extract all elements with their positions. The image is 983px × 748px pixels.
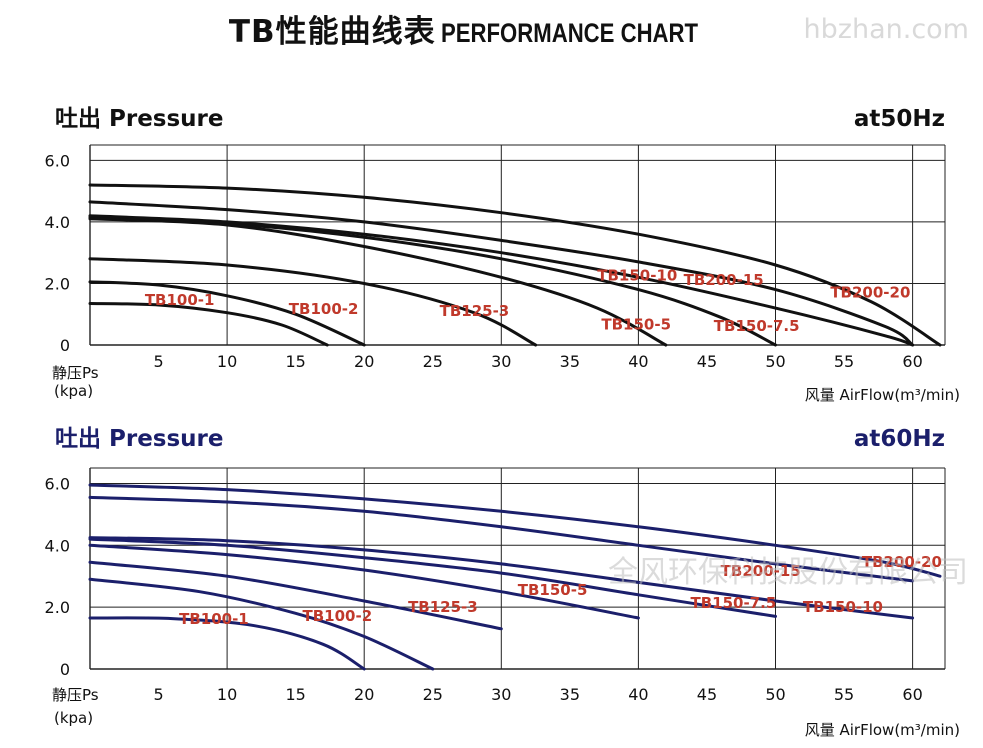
chart2-series-label-tb100-1: TB100-1 bbox=[179, 610, 249, 628]
chart1-series-label-tb150-10: TB150-10 bbox=[597, 266, 677, 284]
chart1-xtick-label: 50 bbox=[765, 352, 785, 371]
chart2-series-line-tb200-15 bbox=[88, 495, 915, 583]
chart2-xtick-label: 55 bbox=[834, 685, 854, 704]
chart2-ylabel-unit: (kpa) bbox=[54, 709, 93, 727]
chart2-xlabel: 风量 AirFlow(m³/min) bbox=[805, 721, 960, 739]
chart2-series-line-tb200-20 bbox=[88, 483, 942, 578]
chart2-series-line-tb150-10 bbox=[88, 536, 915, 620]
chart1-series-line-tb150-10 bbox=[88, 214, 915, 347]
chart1-xtick-label: 5 bbox=[153, 352, 163, 371]
chart1-series-line-tb100-1 bbox=[88, 302, 329, 347]
chart2-xtick-label: 25 bbox=[423, 685, 443, 704]
watermark-top: hbzhan.com bbox=[803, 14, 969, 45]
chart1-xtick-label: 30 bbox=[491, 352, 511, 371]
chart1-ytick-label: 2.0 bbox=[45, 274, 70, 293]
chart2-series-line-tb100-2 bbox=[88, 577, 435, 671]
chart1-series-line-tb100-2 bbox=[88, 280, 366, 347]
chart2-series-label-tb200-20: TB200-20 bbox=[862, 553, 942, 571]
chart2-ytick-label: 2.0 bbox=[45, 598, 70, 617]
chart2-xtick-label: 15 bbox=[285, 685, 305, 704]
chart1-series-line-tb125-3 bbox=[88, 257, 538, 347]
chart1-series-label-tb100-1: TB100-1 bbox=[145, 291, 215, 309]
chart2-series-label-tb150-7_5: TB150-7.5 bbox=[690, 594, 776, 612]
chart1-series-label-tb125-3: TB125-3 bbox=[440, 302, 510, 320]
page-title-en: PERFORMANCE CHART bbox=[440, 18, 698, 48]
chart2-xtick-label: 10 bbox=[217, 685, 237, 704]
chart1-xtick-label: 25 bbox=[423, 352, 443, 371]
chart2-xtick-label: 30 bbox=[491, 685, 511, 704]
chart1-frequency-label: at50Hz bbox=[854, 106, 945, 132]
chart2-series-line-tb100-1 bbox=[88, 616, 366, 671]
chart2-ytick-label: 6.0 bbox=[45, 474, 70, 493]
chart1-series-line-tb200-20 bbox=[88, 183, 942, 347]
chart2-xtick-label: 35 bbox=[560, 685, 580, 704]
chart1-ytick-label: 6.0 bbox=[45, 151, 70, 170]
page-title: TB性能曲线表 PERFORMANCE CHART bbox=[0, 6, 983, 51]
chart2-series-label-tb100-2: TB100-2 bbox=[303, 607, 373, 625]
chart2-xtick-label: 45 bbox=[697, 685, 717, 704]
chart2-xtick-label: 40 bbox=[628, 685, 648, 704]
chart1-series-label-tb150-7_5: TB150-7.5 bbox=[714, 317, 800, 335]
chart1-xtick-label: 60 bbox=[902, 352, 922, 371]
chart1-series-label-tb150-5: TB150-5 bbox=[601, 316, 671, 334]
chart1-ytick-label: 0 bbox=[60, 336, 70, 355]
chart2-xtick-label: 50 bbox=[765, 685, 785, 704]
chart1-series-line-tb200-15 bbox=[88, 200, 915, 347]
chart1-title: 吐出 Pressure bbox=[55, 106, 224, 132]
chart2-title: 吐出 Pressure bbox=[55, 426, 224, 452]
chart1-ylabel-unit: (kpa) bbox=[54, 382, 93, 400]
chart2-frequency-label: at60Hz bbox=[854, 426, 945, 452]
chart1-series-label-tb100-2: TB100-2 bbox=[289, 300, 359, 318]
chart1-xtick-label: 20 bbox=[354, 352, 374, 371]
chart1-xlabel: 风量 AirFlow(m³/min) bbox=[805, 386, 960, 404]
chart2-xtick-label: 20 bbox=[354, 685, 374, 704]
chart2-series-label-tb125-3: TB125-3 bbox=[408, 598, 478, 616]
chart2-ytick-label: 4.0 bbox=[45, 536, 70, 555]
chart1-series-label-tb200-15: TB200-15 bbox=[684, 271, 764, 289]
chart2-series-label-tb150-10: TB150-10 bbox=[803, 598, 883, 616]
chart2-series-line-tb150-7_5 bbox=[88, 537, 777, 618]
chart1-series-label-tb200-20: TB200-20 bbox=[830, 283, 910, 301]
chart1-xtick-label: 10 bbox=[217, 352, 237, 371]
chart2-series-line-tb125-3 bbox=[88, 560, 503, 631]
chart2-ytick-label: 0 bbox=[60, 660, 70, 679]
chart1-series-line-tb150-7_5 bbox=[88, 215, 777, 347]
chart1-xtick-label: 55 bbox=[834, 352, 854, 371]
chart2-ylabel: 静压Ps bbox=[52, 686, 99, 704]
chart2-series-line-tb150-5 bbox=[88, 543, 640, 620]
chart1-xtick-label: 35 bbox=[560, 352, 580, 371]
chart2-series-label-tb200-15: TB200-15 bbox=[721, 562, 801, 580]
chart2-xtick-label: 60 bbox=[902, 685, 922, 704]
chart2-xtick-label: 5 bbox=[153, 685, 163, 704]
chart1-xtick-label: 45 bbox=[697, 352, 717, 371]
watermark-center: 全风环保科技股份有限公司 bbox=[608, 555, 968, 590]
chart1-xtick-label: 40 bbox=[628, 352, 648, 371]
chart1-ylabel: 静压Ps bbox=[52, 364, 99, 382]
page-title-cn: TB性能曲线表 bbox=[228, 14, 436, 50]
chart2-series-label-tb150-5: TB150-5 bbox=[518, 581, 588, 599]
chart1-ytick-label: 4.0 bbox=[45, 213, 70, 232]
chart1-xtick-label: 15 bbox=[285, 352, 305, 371]
